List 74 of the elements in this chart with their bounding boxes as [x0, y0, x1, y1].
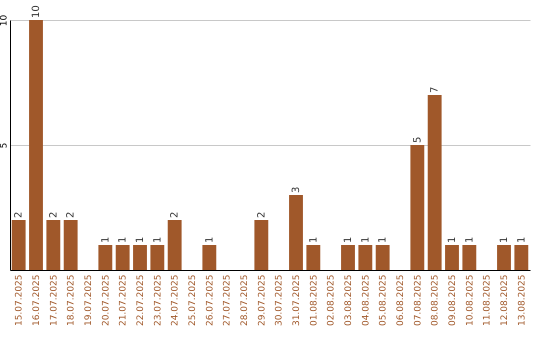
bar [358, 245, 372, 270]
x-tick-label: 27.07.2025 [222, 274, 233, 326]
bar [12, 220, 26, 270]
bar [289, 195, 303, 270]
x-tick-label: 02.08.2025 [326, 274, 337, 326]
x-tick-label: 25.07.2025 [188, 274, 198, 326]
x-tick-label: 12.08.2025 [500, 274, 510, 326]
bar [64, 220, 78, 270]
bar [150, 245, 164, 270]
bar [341, 245, 355, 270]
data-label: 1 [204, 236, 216, 243]
data-label: 1 [378, 236, 389, 243]
bar [116, 245, 130, 270]
x-tick-label: 19.07.2025 [84, 274, 94, 326]
x-tick-label: 08.08.2025 [430, 274, 441, 326]
x-tick-label: 03.08.2025 [344, 274, 354, 326]
x-tick-label: 10.08.2025 [465, 274, 476, 326]
bar [497, 245, 511, 270]
data-label: 5 [412, 136, 424, 143]
data-label: 10 [31, 5, 42, 18]
bar [254, 220, 268, 270]
data-label: 1 [464, 236, 476, 243]
x-tick-label: 28.07.2025 [240, 274, 250, 326]
data-label: 1 [447, 236, 458, 243]
data-label: 7 [430, 86, 441, 93]
x-tick-label: 31.07.2025 [292, 274, 302, 326]
bar [306, 245, 320, 270]
data-label: 3 [291, 186, 302, 193]
bar [445, 245, 459, 270]
data-label: 2 [170, 212, 181, 218]
bar [410, 145, 424, 270]
data-label: 1 [499, 236, 510, 243]
bar [133, 245, 147, 270]
x-tick-label: 21.07.2025 [118, 274, 129, 326]
bar [514, 245, 528, 270]
x-tick-label: 29.07.2025 [257, 274, 268, 326]
x-tick-label: 30.07.2025 [274, 274, 285, 326]
data-label: 1 [135, 236, 146, 243]
bar [168, 220, 182, 270]
bar [202, 245, 216, 270]
data-label: 1 [100, 236, 112, 243]
data-label: 1 [360, 236, 372, 243]
x-tick-label: 11.08.2025 [482, 274, 493, 326]
data-label: 2 [66, 212, 77, 218]
x-tick-label: 01.08.2025 [309, 274, 320, 326]
x-tick-label: 22.07.2025 [136, 274, 146, 326]
x-tick-label: 17.07.2025 [49, 274, 60, 326]
x-tick-label: 15.07.2025 [14, 274, 25, 326]
x-tick-label: 20.07.2025 [101, 274, 112, 326]
bar [29, 20, 43, 270]
data-label: 2 [256, 212, 268, 218]
x-tick-label: 16.07.2025 [32, 274, 42, 326]
bar [376, 245, 390, 270]
x-tick-label: 24.07.2025 [170, 274, 181, 326]
data-label: 1 [516, 236, 528, 243]
x-tick-label: 26.07.2025 [205, 274, 216, 326]
data-label: 2 [14, 212, 25, 218]
bar [46, 220, 60, 270]
x-tick-label: 13.08.2025 [517, 274, 528, 326]
x-tick-label: 06.08.2025 [396, 274, 406, 326]
x-tick-label: 05.08.2025 [378, 274, 389, 326]
data-label: 1 [343, 236, 354, 243]
data-label: 1 [308, 236, 320, 243]
x-tick-label: 23.07.2025 [153, 274, 164, 326]
bar [428, 95, 442, 270]
x-tick-label: 09.08.2025 [448, 274, 458, 326]
x-tick-label: 07.08.2025 [413, 274, 424, 326]
bar [462, 245, 476, 270]
bar [98, 245, 112, 270]
x-tick-label: 18.07.2025 [66, 274, 77, 326]
data-label: 2 [48, 212, 60, 218]
data-label: 1 [118, 236, 129, 243]
x-tick-label: 04.08.2025 [361, 274, 372, 326]
data-label: 1 [152, 236, 164, 243]
